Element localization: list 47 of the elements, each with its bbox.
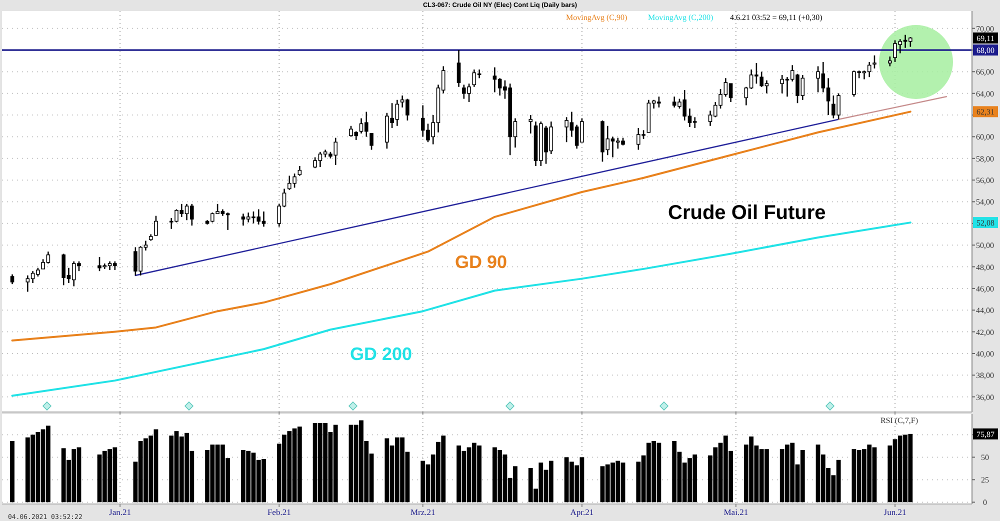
y-tick-label: 60,00 (976, 132, 994, 142)
text: MovingAvg (C,90) (566, 13, 628, 22)
candlestick (298, 165, 302, 176)
ref-line-label: 68,00 (976, 46, 994, 56)
y-tick-label: 0 (983, 498, 987, 508)
y-tick-label: 42,00 (976, 328, 994, 337)
y-tick-label: 48,00 (976, 262, 994, 272)
annotation: 4.6.21 03:52 = 69,11 (+0,30) (730, 13, 823, 22)
candlestick (456, 49, 461, 88)
x-tick-label: Feb.21 (267, 507, 291, 517)
y-tick-label: 38,00 (976, 371, 994, 380)
annotation: GD 200 (350, 344, 412, 364)
y-tick-label: 56,00 (976, 176, 994, 186)
x-tick-label: Apr.21 (570, 507, 594, 517)
text: 69,11 (976, 34, 994, 43)
candlestick (528, 114, 533, 134)
y-tick-label: 58,00 (976, 154, 994, 164)
y-tick-label: 50,00 (976, 241, 994, 250)
y-tick-label: 44,00 (976, 306, 994, 316)
candlestick (154, 215, 158, 236)
line-series (11, 222, 912, 397)
y-tick-label: 46,00 (976, 284, 994, 294)
bar (10, 441, 14, 502)
text: 52,08 (976, 218, 994, 228)
x-tick-label: Mrz.21 (410, 507, 436, 517)
candlestick (872, 54, 876, 70)
y-tick-label: 66,00 (976, 68, 994, 77)
line-series (11, 110, 912, 342)
annotation: Crude Oil Future (668, 202, 826, 224)
x-tick-label: Jun.21 (884, 507, 906, 517)
text: MovingAvg (C,200) (648, 13, 714, 22)
y-tick-label: 25 (981, 476, 989, 485)
y-tick-label: 36,00 (976, 392, 994, 402)
series-label: RSI (C,7,F) (880, 416, 918, 425)
y-tick-label: 50 (981, 453, 989, 462)
x-tick-label: Jan.21 (109, 507, 132, 517)
candlestick (10, 274, 14, 285)
annotation: GD 90 (455, 252, 508, 272)
y-tick-label: 54,00 (976, 198, 994, 207)
candlestick (370, 132, 374, 150)
y-tick-label: 64,00 (976, 89, 994, 98)
y-tick-label: 70,00 (976, 24, 994, 34)
text: 75,87 (976, 430, 994, 439)
candlestick (888, 56, 892, 67)
y-tick-label: 40,00 (976, 349, 994, 358)
x-tick-label: Mai.21 (724, 507, 748, 517)
text: 62,31 (976, 108, 994, 117)
